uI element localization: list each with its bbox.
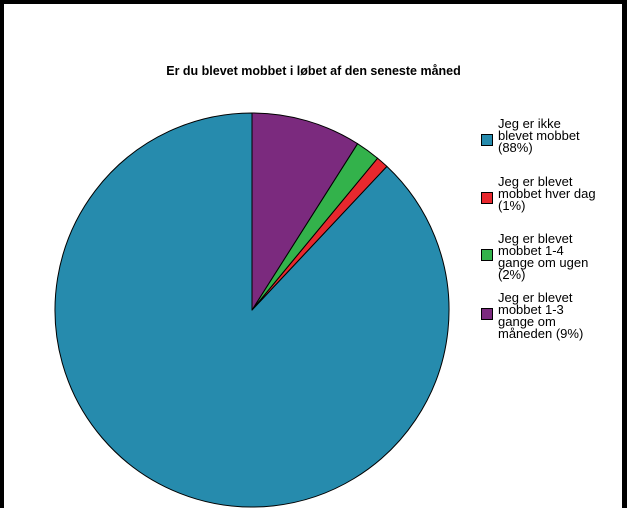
legend-label-2: Jeg er blevet mobbet hver dag (1%): [498, 174, 596, 213]
legend-swatch-3: [481, 249, 493, 261]
legend-swatch-1: [481, 134, 493, 146]
pie-slice-4: [251, 112, 359, 311]
legend-swatch-4: [481, 308, 493, 320]
pie-slice-1: [54, 112, 450, 508]
legend-label-4: Jeg er blevet mobbet 1-3 gange om månede…: [498, 290, 584, 341]
legend-swatch-2: [481, 192, 493, 204]
chart-title: Er du blevet mobbet i løbet af den senes…: [166, 64, 461, 78]
legend-label-1: Jeg er ikke blevet mobbet (88%): [498, 116, 580, 155]
legend-label-3: Jeg er blevet mobbet 1-4 gange om ugen (…: [498, 231, 589, 282]
